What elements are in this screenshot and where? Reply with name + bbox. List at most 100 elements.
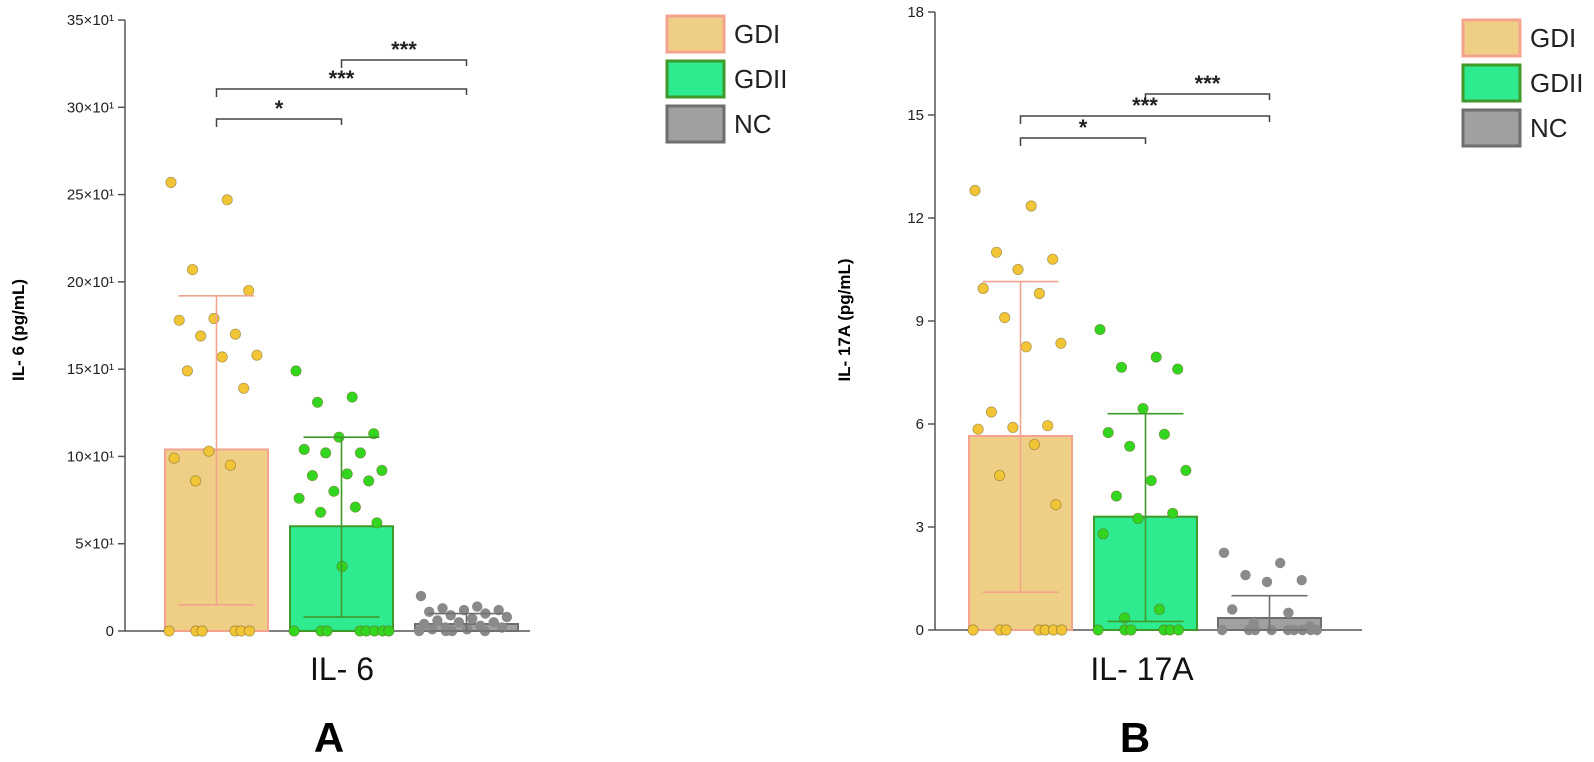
data-point-gdii	[288, 625, 300, 637]
data-point-gdii	[1137, 402, 1149, 415]
data-point-gdii	[1119, 612, 1131, 624]
chart-axes: 0 5×10¹ 10×10¹ 15×10¹ 20×10¹ 25×10¹ 30×10¹ 35×1…	[67, 12, 530, 640]
data-point-gdii	[1172, 624, 1185, 636]
data-point-gdi	[985, 406, 998, 418]
significance-label: ***	[1132, 93, 1158, 118]
data-point-nc	[496, 622, 508, 633]
data-point-gdi	[243, 625, 256, 637]
legend-swatch-nc	[1461, 108, 1522, 148]
data-point-gdi	[196, 625, 208, 637]
data-point-gdii	[1092, 624, 1104, 636]
y-tick-label: 9	[916, 313, 924, 330]
data-point-gdi	[1007, 421, 1019, 433]
data-point-gdi	[173, 314, 185, 326]
data-point-gdi	[221, 194, 233, 206]
y-tick-label: 3	[916, 519, 924, 536]
data-point-gdii	[311, 396, 324, 408]
y-tick-label: 20×10¹	[67, 274, 114, 291]
significance-bracket	[215, 118, 343, 127]
data-point-gdii	[1097, 528, 1109, 540]
data-point-gdi	[186, 263, 199, 276]
data-point-gdi	[977, 282, 989, 294]
legend-swatch-gdi	[1461, 18, 1522, 58]
data-point-nc	[488, 617, 499, 628]
category-label: IL- 6	[310, 651, 374, 687]
data-point-gdi	[224, 459, 236, 471]
point-group	[967, 184, 1323, 636]
data-point-nc	[493, 604, 504, 616]
data-point-nc	[1227, 604, 1238, 615]
data-point-gdii	[1132, 512, 1144, 525]
y-tick-label: 12	[907, 210, 924, 227]
data-point-gdi	[1047, 253, 1059, 265]
data-point-nc	[413, 625, 425, 637]
data-point-gdi	[993, 469, 1006, 482]
chart-panel-a: 0 5×10¹ 10×10¹ 15×10¹ 20×10¹ 25×10¹ 30×10¹ 35×1…	[9, 12, 530, 761]
data-point-nc	[467, 613, 478, 624]
significance-bracket	[1019, 115, 1271, 124]
data-point-nc	[458, 604, 470, 616]
significance-bracket	[215, 88, 468, 97]
data-point-gdii	[328, 485, 340, 497]
data-point-gdi	[163, 625, 175, 637]
data-point-nc	[1216, 624, 1228, 636]
legend-a: GDI GDII NC	[665, 14, 787, 144]
y-tick-label: 5×10¹	[75, 536, 114, 553]
data-point-gdi	[1042, 420, 1054, 432]
data-point-nc	[1311, 624, 1323, 636]
data-point-gdi	[1020, 341, 1032, 353]
data-point-gdii	[383, 625, 395, 637]
data-point-gdii	[321, 625, 333, 637]
data-point-gdi	[1028, 438, 1041, 451]
legend-label-gdi: GDI	[1530, 23, 1576, 53]
error-bar-group	[178, 295, 505, 632]
data-point-gdi	[243, 284, 255, 297]
significance-group: *******	[1019, 71, 1271, 146]
legend-b: GDI GDII NC	[1461, 18, 1583, 148]
data-point-gdi	[203, 445, 215, 457]
data-point-gdi	[1033, 287, 1046, 300]
significance-bracket	[1019, 137, 1147, 146]
data-point-nc	[445, 610, 456, 621]
data-point-gdii	[341, 468, 353, 480]
legend-swatch-gdii	[665, 59, 726, 99]
legend-swatch-nc	[665, 104, 726, 144]
data-point-gdii	[290, 365, 302, 377]
data-point-gdii	[314, 506, 327, 518]
data-point-gdii	[346, 391, 358, 403]
data-point-gdii	[349, 501, 361, 513]
significance-label: *	[1079, 115, 1088, 140]
y-tick-label: 0	[106, 623, 114, 640]
data-point-gdi	[195, 330, 207, 342]
data-point-gdi	[969, 184, 981, 197]
point-group	[163, 176, 513, 637]
data-point-gdi	[216, 351, 228, 363]
data-point-gdi	[229, 328, 241, 340]
significance-label: ***	[329, 66, 355, 91]
data-point-gdi	[251, 349, 263, 361]
panel-label: A	[314, 714, 344, 761]
significance-bracket	[340, 59, 468, 68]
data-point-gdii	[371, 517, 383, 529]
data-point-nc	[1275, 557, 1286, 569]
data-point-nc	[472, 601, 483, 612]
category-label: IL- 17A	[1090, 651, 1194, 687]
data-point-gdii	[1158, 428, 1171, 440]
data-point-gdi	[972, 423, 984, 435]
data-point-nc	[1296, 575, 1307, 586]
data-point-gdi	[208, 312, 220, 325]
data-point-gdii	[306, 469, 318, 482]
data-point-nc	[1261, 576, 1273, 588]
legend-label-nc: NC	[734, 109, 772, 139]
y-tick-label: 0	[916, 622, 924, 639]
legend-label-gdi: GDI	[734, 19, 780, 49]
data-point-gdii	[376, 464, 388, 476]
data-point-nc	[432, 615, 443, 626]
data-point-gdii	[1150, 351, 1162, 363]
data-point-nc	[1218, 547, 1230, 558]
data-point-gdi	[168, 452, 180, 464]
legend-label-gdii: GDII	[1530, 68, 1583, 98]
data-point-gdii	[320, 447, 332, 459]
data-point-gdi	[990, 246, 1003, 258]
y-tick-label: 6	[916, 416, 924, 433]
